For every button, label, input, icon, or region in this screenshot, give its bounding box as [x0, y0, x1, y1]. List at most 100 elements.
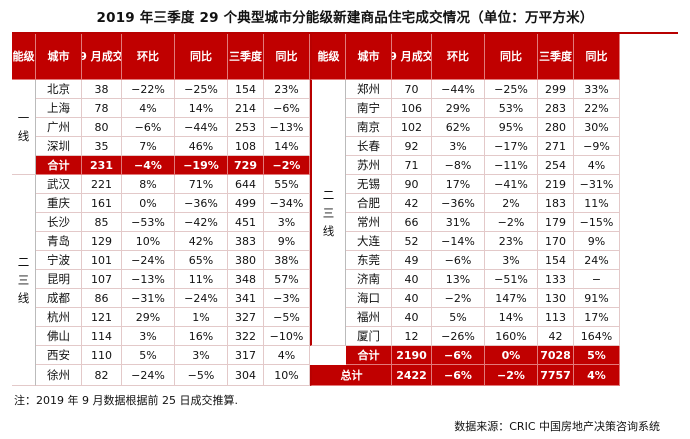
tier-char: 一	[17, 111, 30, 125]
q3-volume-cell: 383	[228, 232, 264, 251]
mom-cell: −53%	[122, 213, 175, 232]
sept-volume-cell: 161	[82, 194, 122, 213]
sept-volume-cell: 102	[392, 118, 432, 137]
q3-yoy-cell: 9%	[264, 232, 310, 251]
city-cell: 青岛	[36, 232, 82, 251]
q3-volume-cell: 499	[228, 194, 264, 213]
yoy-cell: −25%	[175, 80, 228, 99]
data-source: 数据来源：CRIC 中国房地产决策咨询系统	[454, 420, 660, 433]
q3-yoy-cell: 33%	[574, 80, 620, 99]
yoy-cell: −41%	[485, 175, 538, 194]
q3-yoy-cell: −15%	[574, 213, 620, 232]
city-cell: 成都	[36, 289, 82, 308]
q3-volume-cell: 113	[538, 308, 574, 327]
city-cell: 佛山	[36, 327, 82, 346]
q3-yoy-cell: 10%	[264, 365, 310, 386]
q3-volume-cell: 304	[228, 365, 264, 386]
sept-volume-cell: 12	[392, 327, 432, 346]
q3-yoy-cell: −10%	[264, 327, 310, 346]
yoy-cell: −36%	[175, 194, 228, 213]
q3-yoy-cell: 11%	[574, 194, 620, 213]
city-cell: 福州	[346, 308, 392, 327]
subtotal-cell: 2190	[392, 346, 432, 365]
yoy-cell: 53%	[485, 99, 538, 118]
mom-cell: −22%	[122, 80, 175, 99]
total-cell: −2%	[485, 365, 538, 386]
q3-volume-cell: 219	[538, 175, 574, 194]
sept-volume-cell: 70	[392, 80, 432, 99]
sept-volume-cell: 114	[82, 327, 122, 346]
city-cell: 海口	[346, 289, 392, 308]
tier-char: 线	[17, 291, 30, 305]
tier-char: 二	[322, 187, 335, 202]
q3-volume-cell: 133	[538, 270, 574, 289]
yoy-cell: 160%	[485, 327, 538, 346]
city-cell: 常州	[346, 213, 392, 232]
tier-header: 能级	[310, 34, 346, 80]
city-cell: 上海	[36, 99, 82, 118]
q3-yoy-cell: 24%	[574, 251, 620, 270]
city-cell: 南京	[346, 118, 392, 137]
sept-volume-cell: 221	[82, 175, 122, 194]
mom-cell: −31%	[122, 289, 175, 308]
mom-cell: 5%	[122, 346, 175, 365]
q3-volume-cell: 451	[228, 213, 264, 232]
sept-volume-cell: 40	[392, 270, 432, 289]
q3-volume-cell: 280	[538, 118, 574, 137]
q3-volume-cell: 327	[228, 308, 264, 327]
sept-volume-cell: 52	[392, 232, 432, 251]
total-cell: 4%	[574, 365, 620, 386]
mom-cell: 10%	[122, 232, 175, 251]
mom-cell: −36%	[432, 194, 485, 213]
q3-volume-cell: 299	[538, 80, 574, 99]
q3-volume-cell: 179	[538, 213, 574, 232]
tier-char: 三	[17, 273, 30, 287]
city-cell: 北京	[36, 80, 82, 99]
sept-volume-header: 9 月成交	[392, 34, 432, 80]
sept-volume-cell: 107	[82, 270, 122, 289]
q3-yoy-header: 同比	[574, 34, 620, 80]
yoy-header: 同比	[485, 34, 538, 80]
subtotal-cell: 729	[228, 156, 264, 175]
mom-cell: 7%	[122, 137, 175, 156]
mom-cell: 4%	[122, 99, 175, 118]
subtotal-cell: 231	[82, 156, 122, 175]
yoy-cell: −25%	[485, 80, 538, 99]
q3-yoy-cell: −13%	[264, 118, 310, 137]
subtotal-label: 合计	[346, 346, 392, 365]
mom-cell: −14%	[432, 232, 485, 251]
yoy-cell: −5%	[175, 365, 228, 386]
tier-char: 二	[17, 255, 30, 269]
city-cell: 无锡	[346, 175, 392, 194]
sept-volume-cell: 92	[392, 137, 432, 156]
city-cell: 深圳	[36, 137, 82, 156]
total-cell: 2422	[392, 365, 432, 386]
yoy-cell: 147%	[485, 289, 538, 308]
sept-volume-header: 9 月成交	[82, 34, 122, 80]
mom-cell: −13%	[122, 270, 175, 289]
city-cell: 东莞	[346, 251, 392, 270]
q3-yoy-cell: 30%	[574, 118, 620, 137]
q3-volume-cell: 271	[538, 137, 574, 156]
mom-cell: −6%	[432, 251, 485, 270]
sept-volume-cell: 90	[392, 175, 432, 194]
sept-volume-cell: 49	[392, 251, 432, 270]
yoy-cell: 95%	[485, 118, 538, 137]
mom-cell: −44%	[432, 80, 485, 99]
q3-yoy-header: 同比	[264, 34, 310, 80]
mom-cell: 8%	[122, 175, 175, 194]
yoy-cell: 71%	[175, 175, 228, 194]
q3-volume-cell: 183	[538, 194, 574, 213]
sept-volume-cell: 38	[82, 80, 122, 99]
q3-volume-cell: 317	[228, 346, 264, 365]
sept-volume-cell: 101	[82, 251, 122, 270]
q3-volume-header: 三季度	[228, 34, 264, 80]
tier-label-right: 二三线	[310, 80, 346, 346]
sept-volume-cell: 110	[82, 346, 122, 365]
mom-cell: 29%	[122, 308, 175, 327]
q3-yoy-cell: 3%	[264, 213, 310, 232]
sept-volume-cell: 78	[82, 99, 122, 118]
yoy-cell: 3%	[175, 346, 228, 365]
q3-volume-cell: 254	[538, 156, 574, 175]
city-cell: 长沙	[36, 213, 82, 232]
